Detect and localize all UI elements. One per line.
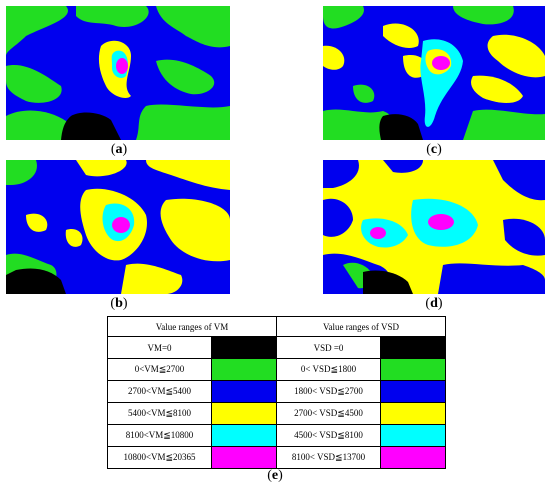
vsd-map-c xyxy=(323,6,545,140)
legend-vsd-swatch xyxy=(380,424,446,447)
caption-c-open: ( xyxy=(426,142,431,157)
vsd-map-d xyxy=(323,160,545,294)
legend-vm-range: 0<VM≦2700 xyxy=(107,358,212,381)
caption-b-letter: b xyxy=(115,296,123,311)
vm-map-a xyxy=(6,6,230,140)
caption-e-close: ) xyxy=(278,468,283,483)
map-panel-b xyxy=(6,160,230,294)
legend-vm-range: VM=0 xyxy=(107,336,212,359)
legend-vm-swatch xyxy=(211,336,277,359)
caption-c-letter: c xyxy=(430,142,438,157)
legend-vsd-range: 4500< VSD≦8100 xyxy=(276,424,381,447)
caption-a: (a) xyxy=(99,142,139,158)
caption-b-close: ) xyxy=(122,296,128,311)
legend-vm-range: 2700<VM≦5400 xyxy=(107,380,212,403)
legend-row: 0<VM≦2700 0< VSD≦1800 xyxy=(107,358,446,381)
legend-row: 5400<VM≦8100 2700< VSD≦4500 xyxy=(107,402,446,425)
caption-d-close: ) xyxy=(437,296,443,311)
legend-vm-range: 5400<VM≦8100 xyxy=(107,402,212,425)
legend-vm-swatch xyxy=(211,402,277,425)
caption-d-letter: d xyxy=(430,296,438,311)
vm-map-b xyxy=(6,160,230,294)
legend-row: 10800<VM≦20365 8100< VSD≦13700 xyxy=(107,446,446,469)
legend-vm-swatch xyxy=(211,380,277,403)
legend-vsd-swatch xyxy=(380,402,446,425)
map-panel-c xyxy=(323,6,545,140)
legend-vsd-swatch xyxy=(380,446,446,469)
legend-vsd-swatch xyxy=(380,336,446,359)
legend-vm-swatch xyxy=(211,424,277,447)
value-range-legend-table: Value ranges of VM Value ranges of VSD V… xyxy=(107,316,446,469)
caption-c-close: ) xyxy=(437,142,442,157)
caption-a-letter: a xyxy=(115,142,123,157)
caption-a-close: ) xyxy=(122,142,128,157)
legend-vm-range: 10800<VM≦20365 xyxy=(107,446,212,469)
legend-header-row: Value ranges of VM Value ranges of VSD xyxy=(107,316,446,337)
caption-b: (b) xyxy=(99,296,139,312)
caption-a-open: ( xyxy=(110,142,116,157)
caption-b-open: ( xyxy=(110,296,116,311)
caption-d-open: ( xyxy=(425,296,431,311)
legend-vsd-swatch xyxy=(380,358,446,381)
legend-vsd-range: 2700< VSD≦4500 xyxy=(276,402,381,425)
map-panel-a xyxy=(6,6,230,140)
legend-vsd-swatch xyxy=(380,380,446,403)
legend-vsd-range: 0< VSD≦1800 xyxy=(276,358,381,381)
legend-header-vsd: Value ranges of VSD xyxy=(276,316,446,337)
caption-e-open: ( xyxy=(267,468,272,483)
legend-vm-swatch xyxy=(211,446,277,469)
map-panel-d xyxy=(323,160,545,294)
caption-c: (c) xyxy=(414,142,454,158)
legend-row: 8100<VM≦10800 4500< VSD≦8100 xyxy=(107,424,446,447)
legend-vm-range: 8100<VM≦10800 xyxy=(107,424,212,447)
legend-vm-swatch xyxy=(211,358,277,381)
caption-e-letter: e xyxy=(271,468,279,483)
legend-vsd-range: 1800< VSD≦2700 xyxy=(276,380,381,403)
caption-d: (d) xyxy=(414,296,454,312)
legend-vsd-range: 8100< VSD≦13700 xyxy=(276,446,381,469)
legend-row: 2700<VM≦5400 1800< VSD≦2700 xyxy=(107,380,446,403)
caption-e: (e) xyxy=(255,468,295,484)
legend-header-vm: Value ranges of VM xyxy=(107,316,277,337)
legend-row: VM=0 VSD =0 xyxy=(107,336,446,359)
legend-vsd-range: VSD =0 xyxy=(276,336,381,359)
